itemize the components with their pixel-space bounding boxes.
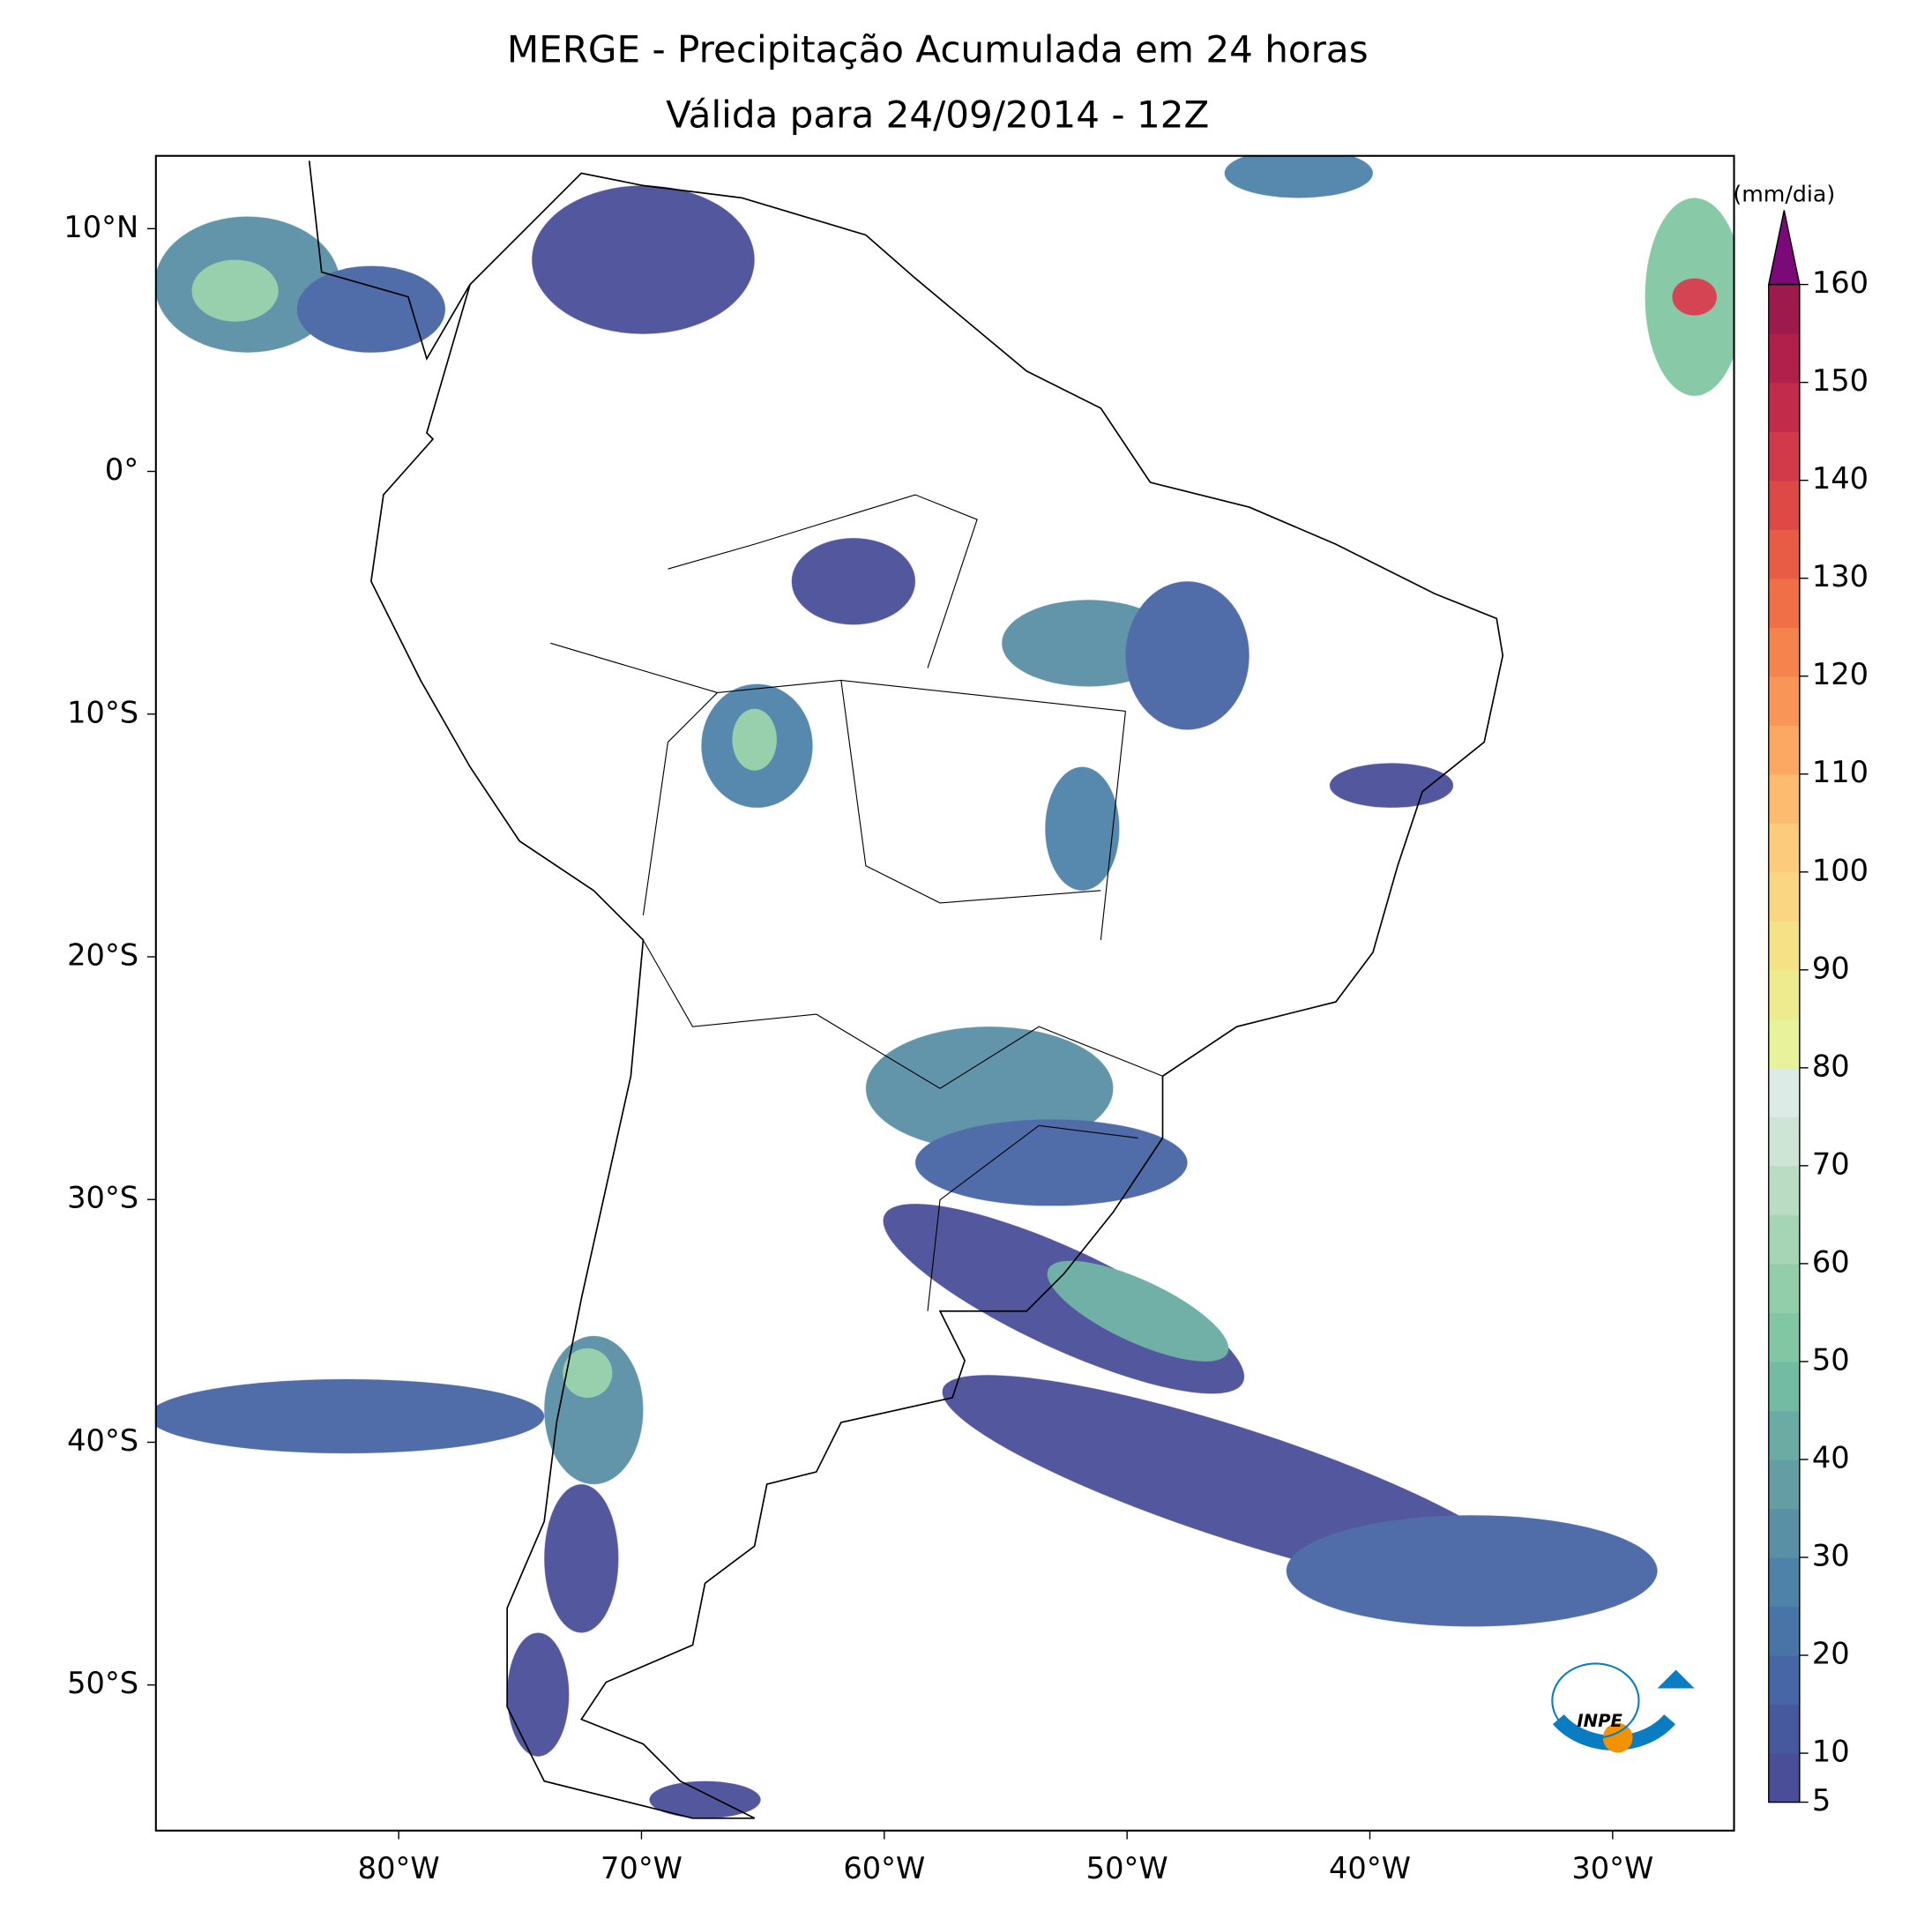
colorbar-band: [1768, 1459, 1800, 1510]
colorbar-band: [1768, 725, 1800, 775]
colorbar-band: [1768, 773, 1800, 824]
colorbar-band: [1768, 1753, 1800, 1803]
colorbar-band: [1768, 823, 1800, 873]
colorbar-band: [1768, 1019, 1800, 1069]
colorbar-tick-label: 120: [1812, 657, 1869, 691]
colorbar-band: [1768, 1556, 1800, 1608]
colorbar-tick-label: 100: [1812, 853, 1869, 887]
colorbar-band: [1768, 1704, 1800, 1754]
colorbar-band: [1768, 1655, 1800, 1706]
y-tick-label: 10°S: [67, 695, 138, 729]
colorbar-tick-label: 50: [1812, 1342, 1850, 1377]
colorbar-band: [1768, 529, 1800, 579]
colorbar-tick-label: 20: [1812, 1637, 1850, 1671]
colorbar-label: (mm/dia): [1733, 182, 1835, 207]
x-tick-label: 40°W: [1329, 1851, 1411, 1885]
colorbar-band: [1768, 431, 1800, 481]
precipitation: [155, 155, 1734, 1818]
x-tick-label: 50°W: [1086, 1851, 1168, 1885]
x-tick-label: 60°W: [843, 1851, 925, 1885]
colorbar-band: [1768, 1263, 1800, 1314]
colorbar-band: [1768, 1214, 1800, 1265]
colorbar-extension: [1767, 210, 1801, 286]
colorbar-tick-label: 140: [1812, 461, 1869, 496]
x-tick-label: 80°W: [358, 1851, 440, 1885]
colorbar-band: [1768, 969, 1800, 1020]
y-tick-label: 40°S: [67, 1423, 138, 1458]
colorbar-tick-label: 60: [1812, 1244, 1850, 1279]
map-area: [155, 155, 1734, 1819]
y-tick-label: 0°: [105, 452, 138, 487]
colorbar-band: [1768, 627, 1800, 677]
colorbar-tick-label: 80: [1812, 1049, 1850, 1083]
colorbar-band: [1768, 871, 1800, 922]
colorbar-band: [1768, 676, 1800, 726]
inpe-logo: INPE: [1551, 1662, 1695, 1753]
y-tick-label: 10°N: [63, 210, 138, 244]
y-tick-label: 50°S: [67, 1666, 138, 1700]
colorbar-band: [1768, 333, 1800, 384]
colorbar-tick-label: 150: [1812, 363, 1869, 398]
coastline: [308, 160, 1504, 1819]
colorbar-band: [1768, 1410, 1800, 1460]
x-tick-label: 70°W: [600, 1851, 683, 1885]
colorbar-band: [1768, 1165, 1800, 1216]
colorbar-band: [1768, 921, 1800, 971]
colorbar-band: [1768, 480, 1800, 530]
colorbar-tick-label: 90: [1812, 951, 1850, 985]
colorbar-tick-label: 30: [1812, 1538, 1850, 1572]
colorbar-band: [1768, 578, 1800, 628]
colorbar-band: [1768, 1361, 1800, 1412]
colorbar-tick-label: 130: [1812, 559, 1869, 593]
borders: [550, 494, 1163, 1311]
colorbar-band: [1768, 382, 1800, 432]
colorbar-tick-label: 160: [1812, 265, 1869, 300]
colorbar-tick-label: 70: [1812, 1146, 1850, 1181]
x-tick-label: 30°W: [1571, 1851, 1653, 1885]
colorbar-band: [1768, 284, 1800, 334]
colorbar-band: [1768, 1508, 1800, 1558]
colorbar-tick-label: 10: [1812, 1735, 1850, 1769]
colorbar-band: [1768, 1116, 1800, 1167]
colorbar-tick-label: 110: [1812, 755, 1869, 789]
map-frame: [154, 154, 1735, 1832]
svg-text:INPE: INPE: [1577, 1711, 1622, 1731]
chart-subtitle: Válida para 24/09/2014 - 12Z: [666, 93, 1209, 137]
chart-title: MERGE - Precipitação Acumulada em 24 hor…: [507, 27, 1369, 71]
y-tick-label: 20°S: [67, 937, 138, 972]
y-tick-label: 30°S: [67, 1181, 138, 1215]
colorbar-band: [1768, 1067, 1800, 1118]
colorbar-tick-label: 5: [1812, 1783, 1831, 1818]
colorbar-band: [1768, 1312, 1800, 1362]
colorbar-band: [1768, 1606, 1800, 1656]
colorbar-frame: [1768, 283, 1801, 1803]
colorbar-tick-label: 40: [1812, 1440, 1850, 1474]
